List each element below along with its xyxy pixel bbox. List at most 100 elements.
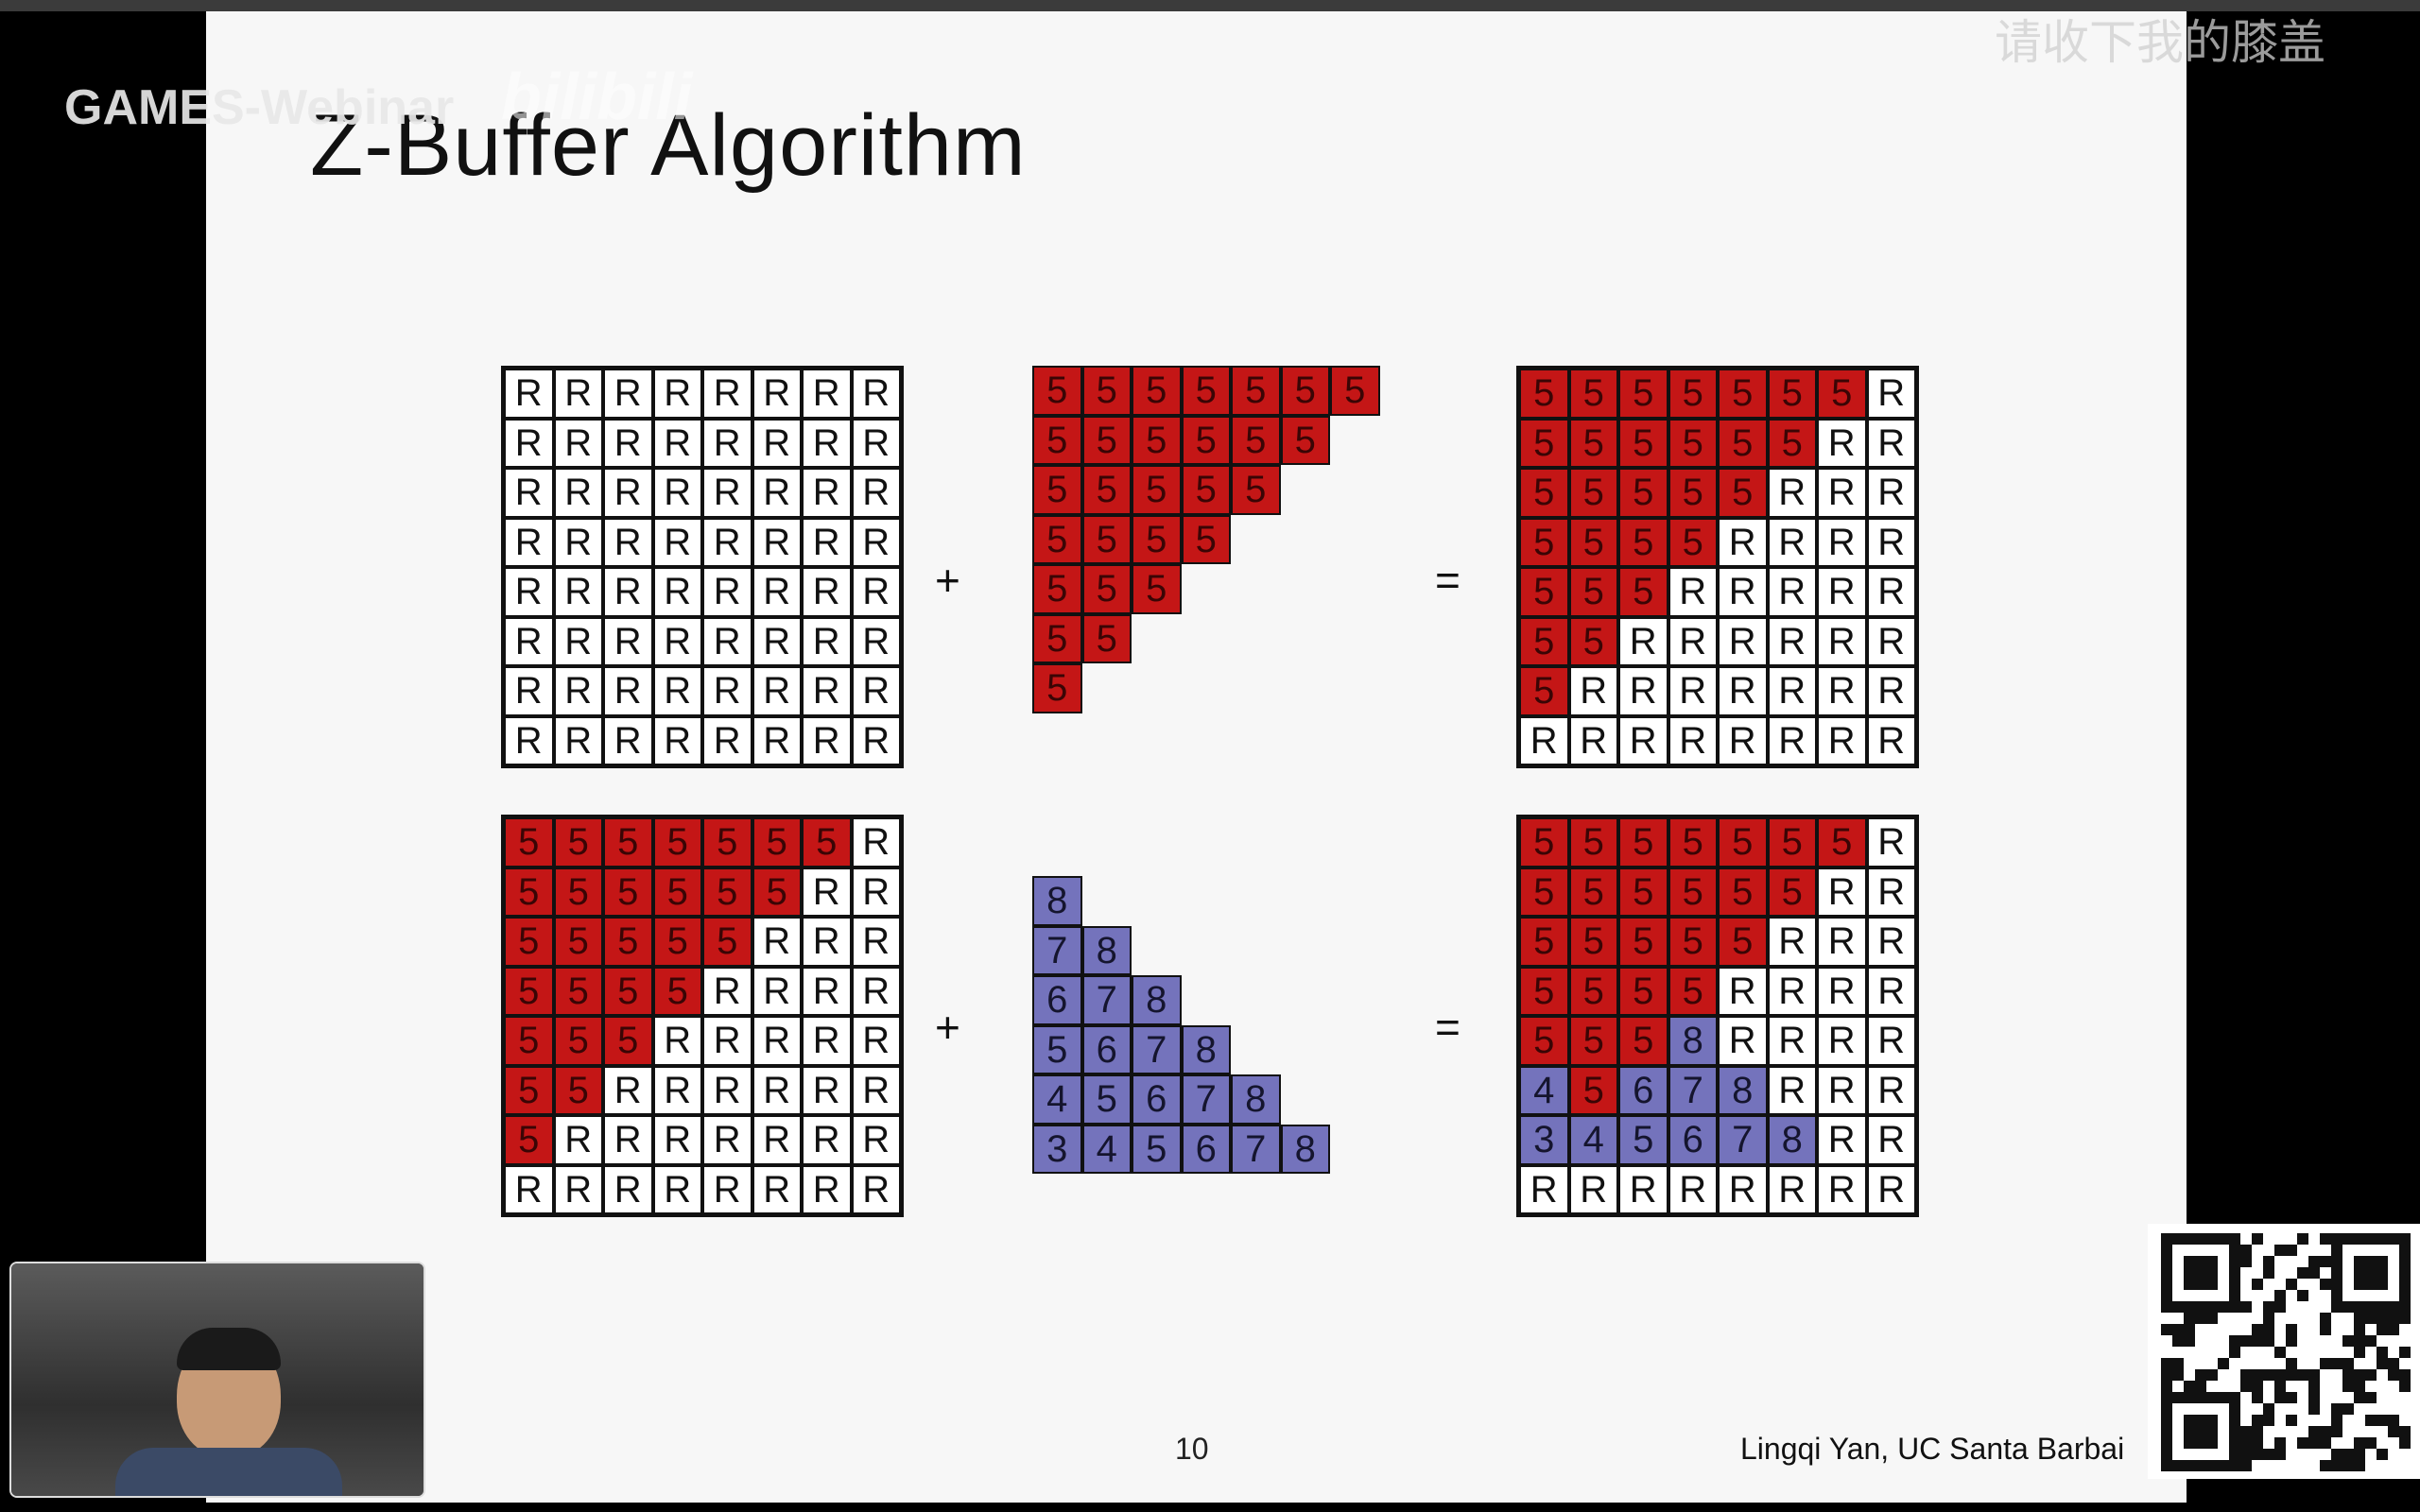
grid-cell: R [1817,616,1867,666]
grid-cell: 5 [1032,415,1082,465]
qr-module [2286,1335,2297,1347]
qr-module [2399,1233,2411,1245]
grid-cell: 6 [1668,1115,1718,1165]
qr-module [2240,1245,2252,1256]
grid-cell: 5 [1568,616,1618,666]
grid-cell: R [752,1164,802,1214]
qr-module [2206,1233,2218,1245]
grid-cell: R [702,1016,752,1066]
qr-module [2331,1233,2342,1245]
presenter-body [115,1448,342,1496]
qr-module [2252,1381,2263,1392]
grid-cell: R [553,666,603,716]
qr-module [2172,1369,2184,1381]
qr-module [2308,1426,2320,1437]
grid-cell: R [1866,369,1916,419]
grid-cell: 5 [1231,465,1281,515]
grid-cell: 5 [1132,366,1182,416]
bilibili-logo: bilibili [501,60,693,133]
grid-cell: 5 [652,917,702,967]
grid-cell: 5 [1081,415,1132,465]
grid-cell: 5 [1718,418,1768,468]
grid-cell: 5 [1618,1115,1668,1165]
qr-module [2229,1256,2240,1267]
grid-cell: R [802,418,852,468]
qr-module [2240,1460,2252,1471]
qr-module [2206,1256,2218,1267]
grid-cell: R [1817,1065,1867,1115]
grid-cell: R [1866,1164,1916,1214]
grid-cell: R [603,369,653,419]
qr-module [2354,1449,2365,1460]
qr-module [2320,1358,2331,1369]
qr-module [2342,1460,2354,1471]
qr-module [2320,1460,2331,1471]
grid-cell: 5 [1132,514,1182,564]
qr-module [2263,1415,2274,1426]
grid-cell: 5 [1519,468,1569,518]
grid-cell: 5 [652,867,702,917]
qr-module [2354,1256,2365,1267]
qr-module [2331,1358,2342,1369]
qr-module [2342,1449,2354,1460]
grid-cell: R [504,418,554,468]
grid-cell: 3 [1519,1115,1569,1165]
grid-cell: R [553,468,603,518]
grid-cell: 5 [1568,917,1618,967]
grid-cell: R [802,1016,852,1066]
grid-cell: 5 [1519,567,1569,617]
grid-cell: R [1866,616,1916,666]
qr-module [2354,1313,2365,1324]
qr-module [2399,1279,2411,1290]
qr-module [2161,1256,2172,1267]
grid-cell: 5 [1767,867,1817,917]
qr-module [2388,1301,2399,1313]
qr-module [2263,1403,2274,1415]
grid-cell: R [1866,1115,1916,1165]
qr-module [2263,1313,2274,1324]
grid-cell: R [553,1164,603,1214]
qr-module [2320,1279,2331,1290]
qr-module [2399,1301,2411,1313]
grid-cell: R [702,517,752,567]
grid-cell: 5 [702,817,752,868]
grid-cell: 5 [1718,468,1768,518]
grid-cell: R [1618,616,1668,666]
qr-module [2240,1369,2252,1381]
qr-module [2377,1279,2388,1290]
qr-module [2161,1392,2172,1403]
grid-cell: R [752,1065,802,1115]
grid-cell: 8 [1231,1074,1281,1125]
grid-cell: R [603,666,653,716]
grid-cell: 5 [1767,817,1817,868]
grid-cell: R [802,867,852,917]
grid-cell: 5 [1618,817,1668,868]
qr-module [2365,1313,2377,1324]
grid-cell: 5 [553,867,603,917]
qr-module [2263,1301,2274,1313]
qr-module [2377,1415,2388,1426]
qr-module [2229,1392,2240,1403]
grid-cell: 5 [1181,415,1231,465]
qr-module [2206,1267,2218,1279]
grid-cell: R [702,715,752,765]
qr-module [2274,1369,2286,1381]
grid-cell: 5 [1568,817,1618,868]
grid-cell: R [802,715,852,765]
grid-cell: R [752,517,802,567]
qr-module [2195,1313,2206,1324]
qr-module [2331,1279,2342,1290]
grid-cell: R [1817,468,1867,518]
grid-cell: 8 [1767,1115,1817,1165]
grid-cell: R [851,966,901,1016]
qr-module [2286,1369,2297,1381]
grid-cell: 5 [1181,514,1231,564]
grid-cell: 5 [1718,817,1768,868]
qr-module [2377,1301,2388,1313]
qr-module [2263,1267,2274,1279]
grid-cell: 5 [1817,369,1867,419]
qr-module [2365,1369,2377,1381]
qr-module [2377,1313,2388,1324]
grid-cell: R [1817,666,1867,716]
equals-operator: = [1435,1003,1461,1052]
